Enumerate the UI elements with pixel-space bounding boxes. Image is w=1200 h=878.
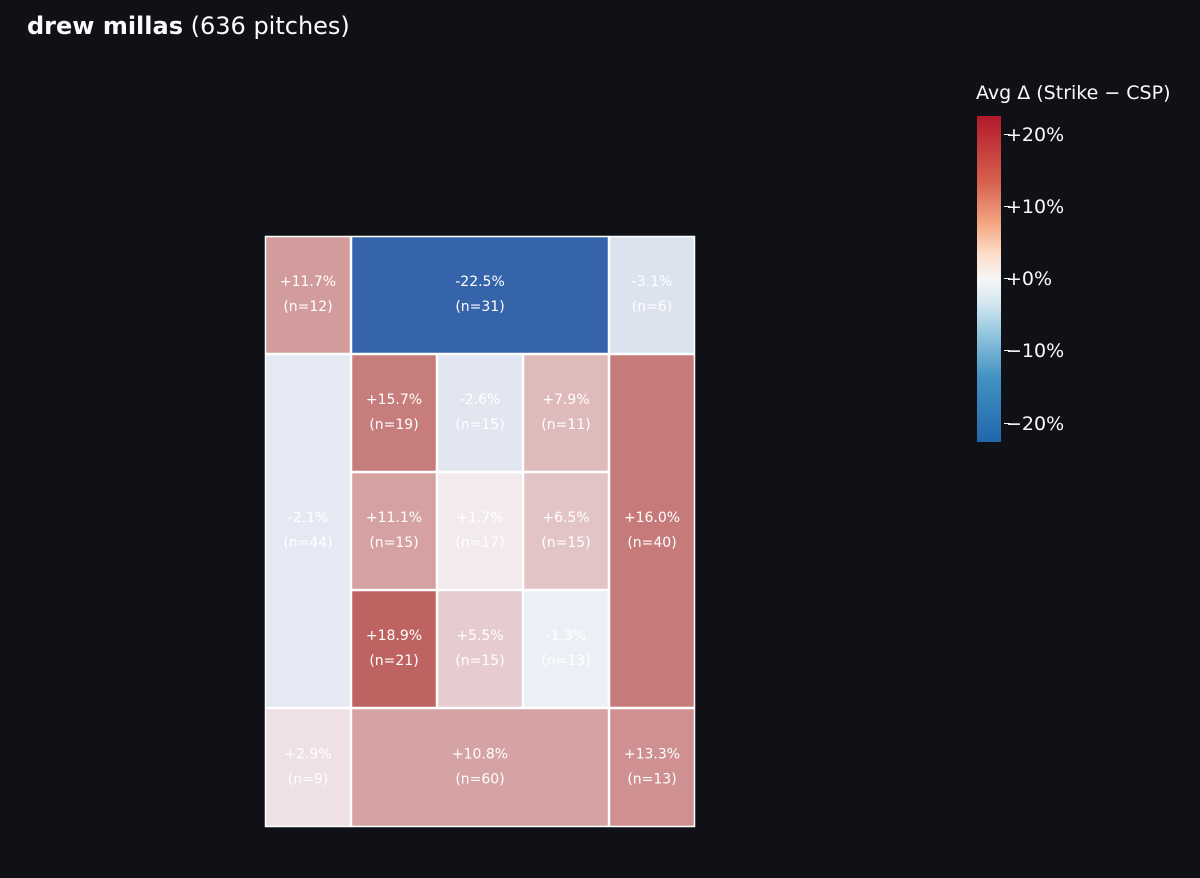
zone-cell-zone-2: -2.6% (n=15) (436, 353, 524, 473)
zone-value-label: +2.9% (284, 747, 331, 763)
zone-cell-outside-right: +16.0% (n=40) (608, 353, 696, 709)
colorbar-tick-label: +0% (1006, 268, 1053, 290)
zone-rect (522, 353, 610, 473)
zone-cell-zone-9: -1.3% (n=13) (522, 589, 610, 709)
zone-value-label: +5.5% (456, 628, 503, 644)
zone-count-label: (n=21) (369, 653, 418, 669)
colorbar-tick-label: +20% (1006, 124, 1065, 146)
zone-cell-outside-top: -22.5% (n=31) (350, 235, 610, 355)
zone-cell-zone-4: +11.1% (n=15) (350, 471, 438, 591)
colorbar-title: Avg Δ (Strike − CSP) (976, 82, 1171, 104)
colorbar-tick: −10% (1004, 333, 1064, 369)
zone-cell-zone-8: +5.5% (n=15) (436, 589, 524, 709)
zone-value-label: +15.7% (366, 392, 422, 408)
zone-rect (264, 707, 352, 828)
zone-cell-zone-3: +7.9% (n=11) (522, 353, 610, 473)
zone-count-label: (n=19) (369, 417, 418, 433)
zone-value-label: -1.3% (546, 628, 587, 644)
zone-value-label: -2.6% (460, 392, 501, 408)
zone-count-label: (n=15) (369, 535, 418, 551)
zone-rect (522, 589, 610, 709)
zone-count-label: (n=15) (541, 535, 590, 551)
zone-rect (350, 471, 438, 591)
zone-rect (436, 353, 524, 473)
zone-cell-zone-6: +6.5% (n=15) (522, 471, 610, 591)
zone-cell-outside-top-left: +11.7% (n=12) (264, 235, 352, 355)
zone-rect (608, 235, 696, 355)
zone-cell-outside-bottom-right: +13.3% (n=13) (608, 707, 696, 828)
zone-rect (436, 589, 524, 709)
zone-cell-outside-top-right: -3.1% (n=6) (608, 235, 696, 355)
colorbar-tick-label: −20% (1006, 413, 1065, 435)
zone-count-label: (n=17) (455, 535, 504, 551)
colorbar-tick-label: −10% (1006, 340, 1065, 362)
colorbar-tick: −20% (1004, 406, 1064, 442)
zone-count-label: (n=31) (455, 299, 504, 315)
zone-count-label: (n=9) (288, 772, 328, 788)
zone-cell-zone-7: +18.9% (n=21) (350, 589, 438, 709)
zone-rect (264, 353, 352, 709)
zone-count-label: (n=44) (283, 535, 332, 551)
colorbar-tick: +10% (1004, 189, 1064, 225)
zone-cell-zone-1: +15.7% (n=19) (350, 353, 438, 473)
zone-cell-outside-bottom-left: +2.9% (n=9) (264, 707, 352, 828)
zone-rect (264, 235, 352, 355)
zone-count-label: (n=40) (627, 535, 676, 551)
zone-count-label: (n=13) (627, 772, 676, 788)
zone-rect (522, 471, 610, 591)
zone-value-label: -2.1% (288, 510, 329, 526)
zone-value-label: -3.1% (632, 274, 673, 290)
zone-heatmap: +11.7% (n=12) -22.5% (n=31) -3.1% (n=6) -2.1% (… (264, 235, 696, 828)
zone-count-label: (n=13) (541, 653, 590, 669)
colorbar-legend: Avg Δ (Strike − CSP) +20% +10% +0% −10% … (976, 82, 1176, 462)
zone-count-label: (n=12) (283, 299, 332, 315)
player-name: drew millas (27, 12, 183, 40)
zone-rect (350, 235, 610, 355)
zone-value-label: +10.8% (452, 747, 508, 763)
zone-value-label: +11.1% (366, 510, 422, 526)
colorbar-gradient (977, 116, 1001, 442)
zone-count-label: (n=60) (455, 772, 504, 788)
zone-rect (350, 589, 438, 709)
zone-value-label: +6.5% (542, 510, 589, 526)
zone-value-label: +13.3% (624, 747, 680, 763)
zone-value-label: +1.7% (456, 510, 503, 526)
zone-rect (436, 471, 524, 591)
zone-rect (350, 707, 610, 828)
pitch-count: (636 pitches) (190, 12, 350, 40)
colorbar-tick-label: +10% (1006, 196, 1065, 218)
zone-value-label: +11.7% (280, 274, 336, 290)
zone-value-label: +7.9% (542, 392, 589, 408)
colorbar-tick: +20% (1004, 117, 1064, 153)
zone-count-label: (n=11) (541, 417, 590, 433)
zone-rect (350, 353, 438, 473)
zone-cell-outside-bottom: +10.8% (n=60) (350, 707, 610, 828)
zone-value-label: +18.9% (366, 628, 422, 644)
page-title: drew millas (636 pitches) (27, 8, 350, 44)
colorbar-tick: +0% (1004, 261, 1052, 297)
zone-count-label: (n=15) (455, 653, 504, 669)
zone-value-label: +16.0% (624, 510, 680, 526)
zone-cell-zone-5: +1.7% (n=17) (436, 471, 524, 591)
zone-cell-outside-left: -2.1% (n=44) (264, 353, 352, 709)
zone-count-label: (n=15) (455, 417, 504, 433)
zone-value-label: -22.5% (455, 274, 505, 290)
zone-count-label: (n=6) (632, 299, 672, 315)
zone-rect (608, 707, 696, 828)
zone-rect (608, 353, 696, 709)
